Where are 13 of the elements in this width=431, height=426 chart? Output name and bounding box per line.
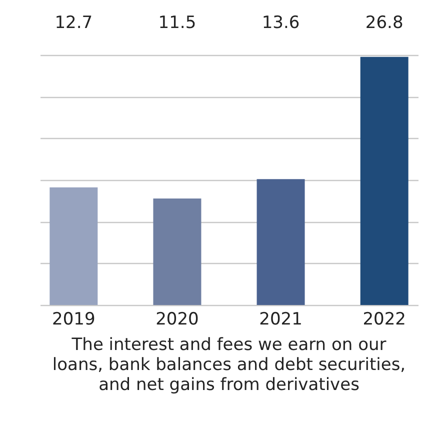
x-tick-label: 2020 (156, 310, 199, 330)
data-label: 13.6 (262, 13, 300, 33)
text: The interest and fees we earn on our loans, bank balances and debt securities, and net gains from derivatives (52, 335, 406, 395)
x-tick-label: 2019 (52, 310, 96, 330)
data-label: 12.7 (54, 13, 93, 33)
bar (360, 56, 408, 305)
bar (256, 179, 305, 305)
data-label: 11.5 (158, 13, 196, 33)
x-tick-label: 2021 (259, 310, 302, 330)
x-tick-label: 2022 (362, 310, 406, 330)
bar (50, 187, 98, 305)
bar (153, 198, 202, 305)
data-label: 26.8 (365, 13, 404, 33)
